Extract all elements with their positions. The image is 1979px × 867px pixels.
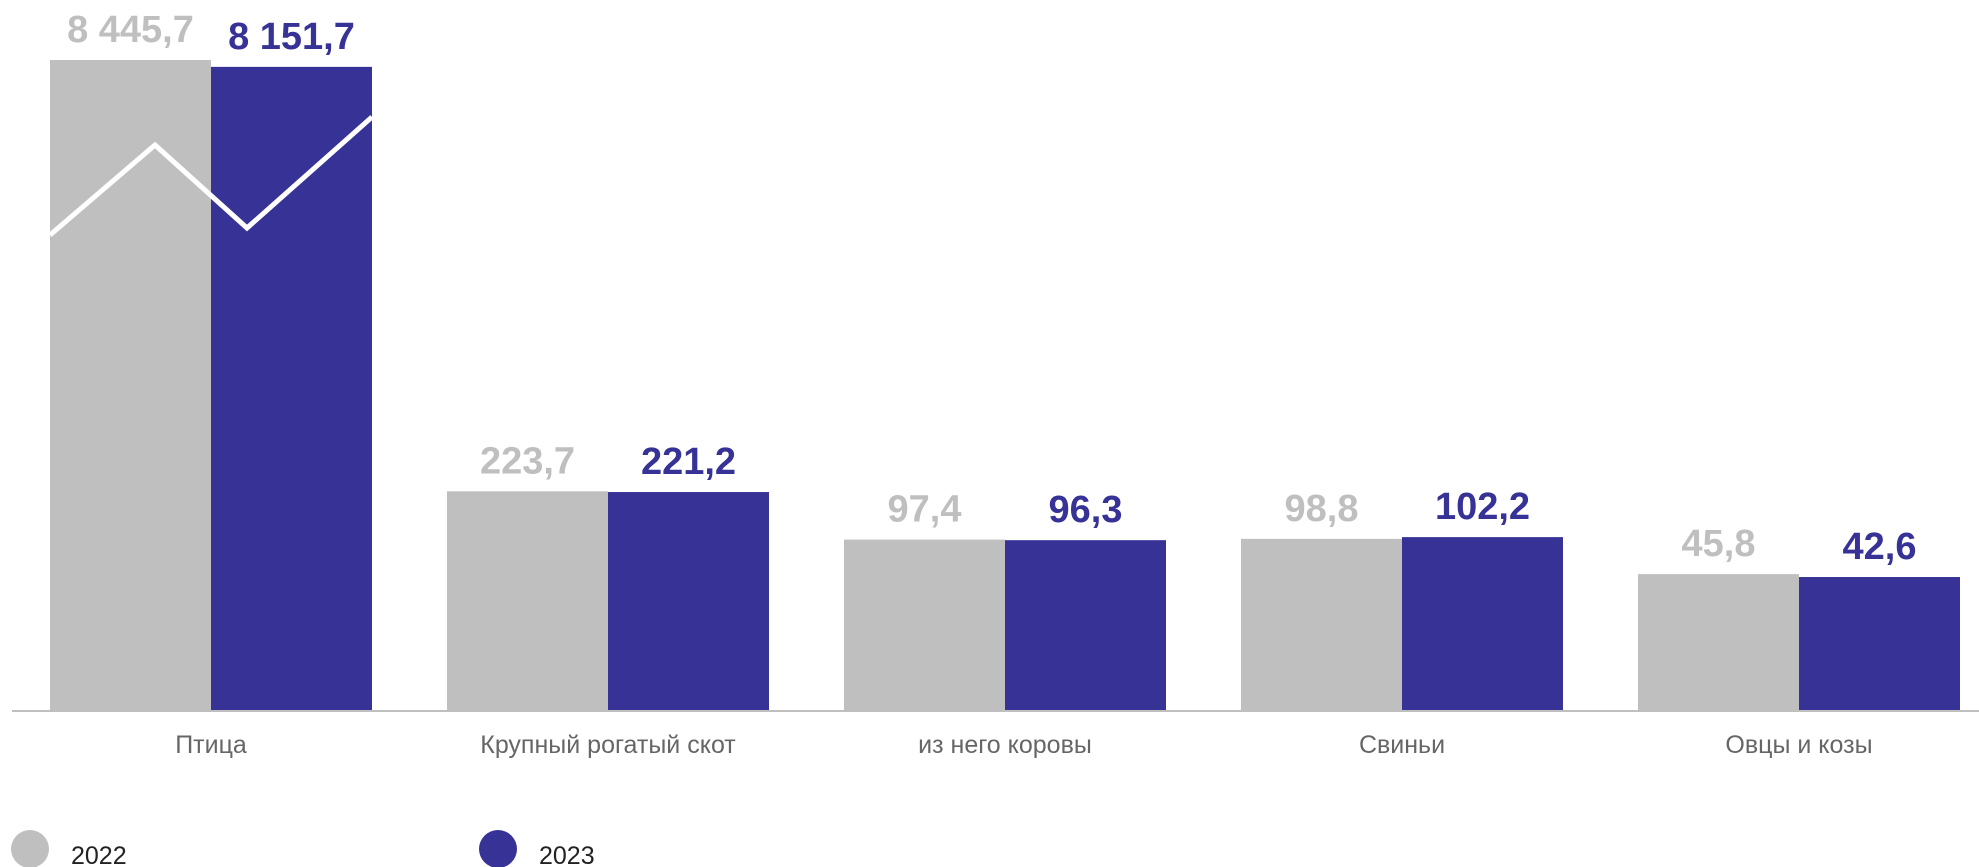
legend-label-2022: 2022 <box>71 842 127 867</box>
bar-2023-cat-4 <box>1799 577 1960 710</box>
value-label-2022-cat-0: 8 445,7 <box>67 9 194 51</box>
legend-marker-2022 <box>11 830 49 867</box>
value-label-2023-cat-1: 221,2 <box>641 441 736 483</box>
value-label-2023-cat-0: 8 151,7 <box>228 16 355 58</box>
value-label-2022-cat-3: 98,8 <box>1285 488 1359 530</box>
category-labels-layer: Птица Крупный рогатый скот из него коровы С… <box>175 731 1872 759</box>
bar-2022-cat-4 <box>1638 574 1799 710</box>
bar-2023-cat-0 <box>211 66 372 711</box>
bar-2022-cat-1 <box>447 491 608 710</box>
bar-2022-cat-3 <box>1241 538 1402 710</box>
bar-2023-cat-2 <box>1005 540 1166 710</box>
bars-layer <box>50 60 1960 711</box>
bar-2022-cat-0 <box>50 60 211 710</box>
legend-label-2023: 2023 <box>539 842 595 867</box>
bar-2023-cat-3 <box>1402 537 1563 710</box>
value-label-2022-cat-4: 45,8 <box>1682 523 1756 565</box>
category-label-4: Овцы и козы <box>1725 731 1872 759</box>
overlay-line-layer <box>48 115 374 237</box>
value-label-2022-cat-2: 97,4 <box>888 489 962 531</box>
value-labels-layer: 8 445,7 8 151,7 223,7 221,2 97,4 96,3 98,8 102,… <box>67 9 1916 568</box>
legend: 2022 2023 <box>11 830 595 867</box>
category-label-3: Свиньи <box>1359 731 1445 759</box>
value-label-2023-cat-4: 42,6 <box>1843 526 1917 568</box>
value-label-2023-cat-3: 102,2 <box>1435 486 1530 528</box>
category-label-2: из него коровы <box>918 731 1092 759</box>
category-label-0: Птица <box>175 731 247 759</box>
bar-2023-cat-1 <box>608 492 769 710</box>
bar-2022-cat-2 <box>844 539 1005 710</box>
value-label-2022-cat-1: 223,7 <box>480 440 575 482</box>
value-label-2023-cat-2: 96,3 <box>1049 489 1123 531</box>
overlay-line <box>48 115 374 237</box>
category-label-1: Крупный рогатый скот <box>480 731 736 759</box>
legend-marker-2023 <box>479 830 517 867</box>
